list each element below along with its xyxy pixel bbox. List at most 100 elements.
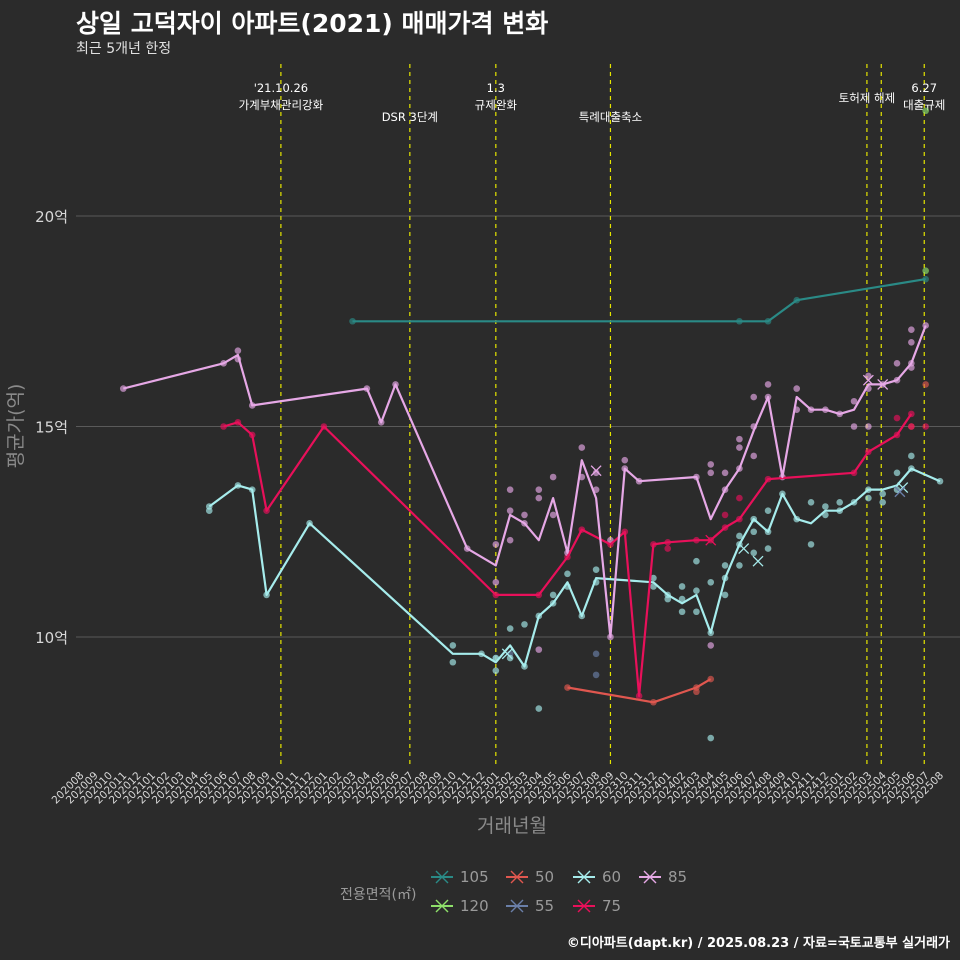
data-point-60	[592, 566, 600, 573]
data-point-120	[922, 107, 929, 115]
y-axis-label: 평균가(억)	[5, 384, 27, 469]
cross-marker-stroke	[752, 555, 764, 567]
cross-marker-85	[590, 465, 602, 477]
series-line-60	[208, 467, 941, 668]
event-label: 6.27	[911, 81, 937, 95]
data-point-75	[922, 423, 929, 430]
data-point-50	[564, 684, 571, 691]
data-point-60	[506, 654, 514, 662]
data-point-85	[793, 385, 801, 392]
legend-key-icon	[573, 870, 595, 884]
data-point-85	[492, 578, 500, 586]
legend-label: 120	[460, 897, 489, 915]
series-layer	[119, 107, 944, 742]
cross-marker-85	[877, 378, 889, 390]
data-point-75	[736, 494, 743, 502]
legend-label: 85	[668, 868, 688, 886]
y-tick-label: 10억	[35, 629, 68, 647]
data-point-85	[535, 486, 543, 493]
data-point-85	[850, 423, 858, 430]
data-point-85	[549, 511, 557, 519]
data-point-85	[750, 452, 758, 460]
data-point-60	[678, 608, 686, 616]
data-point-60	[549, 591, 557, 599]
data-point-60	[693, 608, 700, 616]
data-point-75	[893, 414, 901, 422]
chart-subtitle: 최근 5개년 한정	[76, 41, 172, 57]
legend-item-60: 60	[572, 866, 621, 888]
data-point-85	[535, 494, 543, 502]
data-point-60	[807, 541, 815, 548]
chart-title: 상일 고덕자이 아파트(2021) 매매가격 변화	[76, 9, 549, 38]
cross-marker-stroke	[877, 378, 889, 390]
data-point-55	[592, 671, 600, 679]
data-point-60	[865, 494, 872, 502]
data-point-60	[678, 583, 686, 590]
data-point-85	[707, 461, 715, 468]
data-point-60	[879, 490, 886, 498]
data-point-60	[764, 507, 772, 514]
legend-item-50: 50	[505, 866, 554, 888]
data-point-85	[492, 541, 500, 548]
data-point-85	[850, 397, 858, 405]
data-point-60	[650, 574, 657, 582]
data-point-85	[908, 326, 915, 333]
caption: ©디아파트(dapt.kr) / 2025.08.23 / 자료=국토교통부 실…	[566, 936, 950, 951]
data-point-85	[506, 536, 514, 544]
data-point-60	[707, 734, 715, 742]
data-point-75	[664, 545, 672, 552]
cross-marker-55	[894, 486, 906, 498]
data-point-85	[865, 423, 872, 430]
data-point-75	[908, 423, 915, 430]
x-axis-label: 거래년월	[477, 815, 547, 837]
data-point-60	[449, 642, 457, 649]
data-point-85	[535, 646, 543, 653]
data-point-85	[549, 473, 557, 481]
data-point-60	[521, 621, 528, 628]
event-label: 규제완화	[475, 98, 518, 112]
legend-key-icon	[639, 870, 661, 884]
data-point-60	[449, 658, 457, 666]
cross-marker-stroke	[501, 648, 513, 660]
cross-marker-stroke	[862, 374, 874, 386]
series-line-75	[223, 413, 913, 697]
data-point-60	[721, 562, 729, 569]
data-point-60	[707, 578, 715, 586]
data-point-55	[592, 650, 600, 658]
data-point-85	[721, 469, 729, 477]
legend-label: 60	[602, 868, 622, 886]
data-point-85	[119, 385, 127, 392]
event-label: 특례대출축소	[579, 110, 642, 124]
cross-marker-stroke	[590, 465, 602, 477]
data-point-85	[908, 339, 915, 346]
data-point-60	[764, 545, 772, 552]
legend-item-75: 75	[572, 895, 621, 917]
data-point-75	[721, 511, 729, 519]
data-point-60	[893, 469, 901, 477]
data-point-85	[736, 444, 743, 451]
data-point-85	[707, 469, 715, 477]
data-point-85	[707, 642, 715, 649]
data-point-60	[736, 532, 743, 540]
event-label: 가계부채관리강화	[239, 98, 324, 112]
event-label: 토허제 해제	[839, 91, 896, 105]
legend-label: 55	[535, 897, 555, 915]
data-point-60	[506, 625, 514, 632]
data-point-60	[664, 595, 672, 603]
legend-item-85: 85	[638, 866, 687, 888]
cross-marker-stroke	[738, 543, 750, 555]
data-point-85	[750, 393, 758, 401]
legend-item-55: 55	[505, 895, 554, 917]
legend-key-icon	[506, 899, 528, 913]
data-point-85	[234, 347, 242, 355]
data-point-60	[564, 570, 571, 578]
data-point-75	[220, 423, 227, 430]
legend-label: 75	[602, 897, 622, 915]
data-point-60	[750, 528, 758, 536]
event-label: DSR 3단계	[382, 110, 438, 124]
data-point-85	[592, 469, 600, 477]
data-point-60	[678, 595, 686, 603]
data-point-60	[807, 498, 815, 506]
data-point-60	[492, 667, 500, 674]
